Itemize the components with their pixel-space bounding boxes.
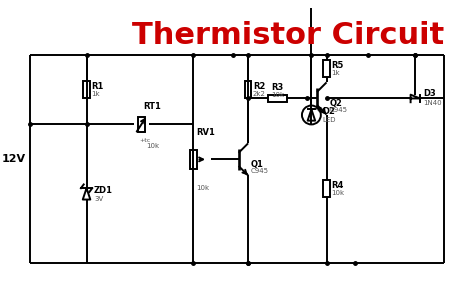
Bar — [323, 60, 330, 77]
Text: R1: R1 — [91, 82, 104, 91]
Text: 10k: 10k — [196, 185, 209, 191]
Text: ZD1: ZD1 — [94, 186, 113, 195]
Text: D3: D3 — [423, 89, 436, 98]
Text: Q1: Q1 — [251, 160, 264, 169]
Text: R3: R3 — [271, 83, 283, 92]
Text: 10k: 10k — [271, 91, 284, 97]
Text: RV1: RV1 — [196, 128, 215, 137]
Text: 1k: 1k — [91, 91, 100, 97]
Text: Thermistor Circuit: Thermistor Circuit — [132, 21, 444, 49]
Text: 1N40: 1N40 — [423, 100, 441, 106]
Bar — [268, 95, 287, 102]
Text: 12V: 12V — [2, 154, 26, 164]
Text: Q2: Q2 — [329, 99, 342, 108]
Text: R4: R4 — [331, 181, 344, 190]
Text: +tc: +tc — [139, 138, 151, 143]
Bar — [245, 81, 251, 98]
Text: 2k2: 2k2 — [253, 91, 266, 97]
Text: D2: D2 — [323, 107, 336, 116]
Bar — [83, 81, 90, 98]
Text: LED: LED — [323, 117, 336, 123]
Text: 10k: 10k — [146, 143, 159, 149]
Text: RT1: RT1 — [143, 102, 161, 111]
Text: 3V: 3V — [94, 195, 103, 202]
Bar — [323, 180, 330, 197]
Bar — [138, 117, 145, 132]
Text: 1k: 1k — [331, 70, 340, 76]
Text: 10k: 10k — [331, 190, 345, 196]
Text: R2: R2 — [253, 82, 265, 91]
Text: R5: R5 — [331, 61, 344, 70]
Bar — [190, 150, 197, 169]
Text: C945: C945 — [251, 168, 269, 174]
Text: C945: C945 — [329, 107, 347, 113]
